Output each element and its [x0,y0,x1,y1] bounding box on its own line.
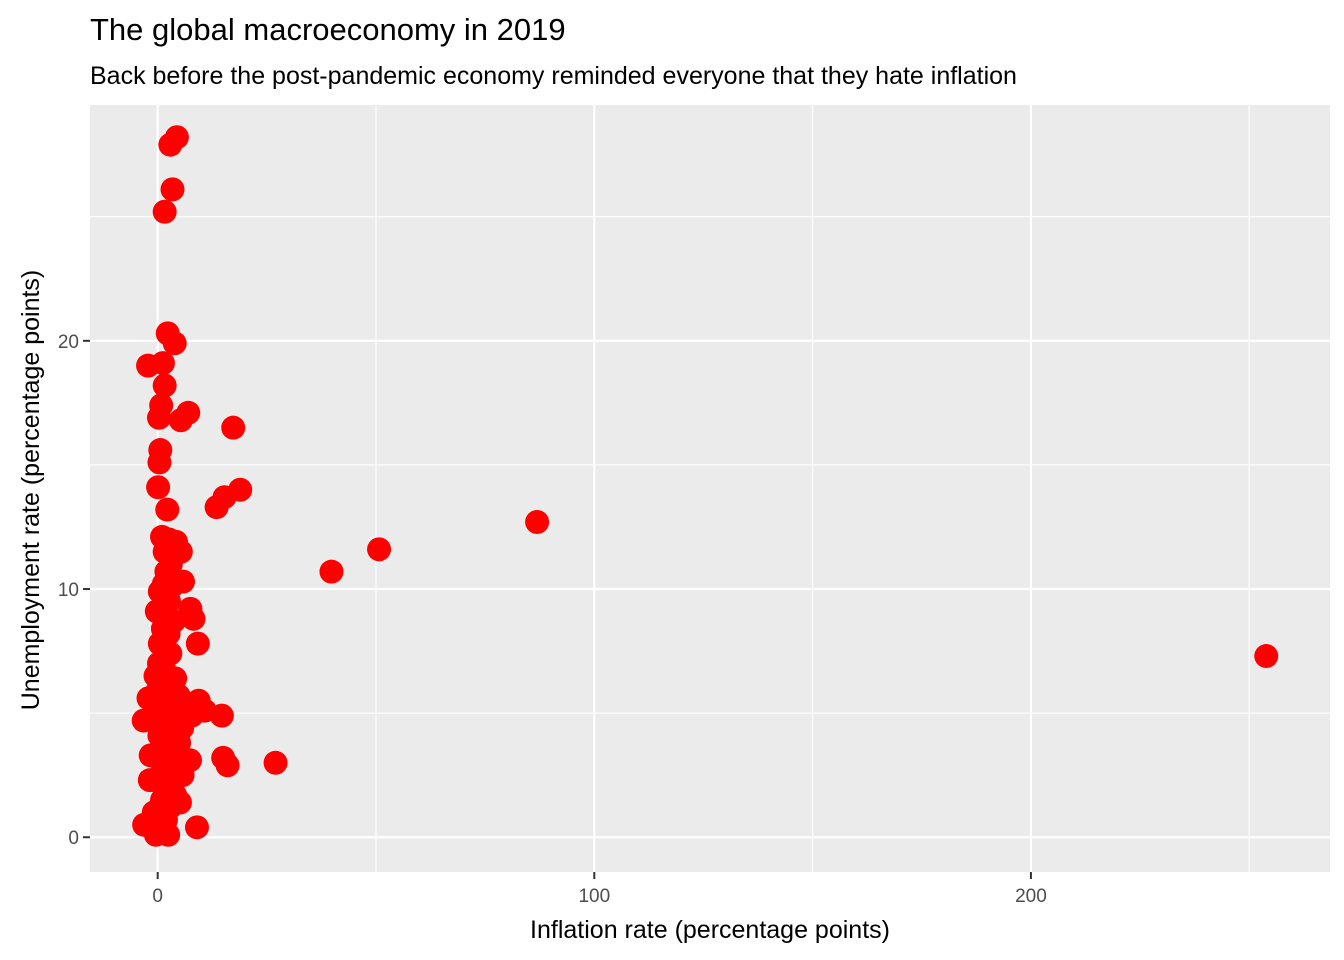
data-point [184,815,209,840]
data-point [158,132,183,157]
data-point [367,537,392,562]
x-axis-label: Inflation rate (percentage points) [530,916,890,944]
y-tick-label: 20 [58,332,79,353]
data-point [185,631,210,656]
plot-panel [90,105,1330,872]
chart-title: The global macroeconomy in 2019 [90,12,566,47]
data-point [221,415,246,440]
x-tick-label: 100 [578,886,610,907]
y-axis-label: Unemployment rate (percentage points) [17,270,45,711]
data-point [1254,644,1279,669]
data-point [263,750,288,775]
y-axis: 0 10 20 [58,332,90,849]
minor-gridlines [90,105,1330,872]
x-tick-label: 200 [1015,886,1047,907]
y-tick-label: 10 [58,580,79,601]
data-point [150,351,175,376]
x-tick-label: 0 [152,886,163,907]
data-point [160,177,185,202]
data-points [131,125,1279,847]
data-point [155,497,180,522]
data-point [131,708,156,733]
data-point [152,373,177,398]
data-point [204,495,229,520]
chart-subtitle: Back before the post-pandemic economy re… [90,62,1017,90]
data-point [181,606,206,631]
y-tick-label: 0 [68,828,79,849]
data-point [146,475,171,500]
data-point [162,331,187,356]
data-point [146,405,171,430]
x-axis: 0 100 200 [152,872,1047,907]
data-point [319,559,344,584]
data-point [168,408,193,433]
data-point [215,753,240,778]
data-point [147,450,172,475]
data-point [525,510,550,535]
data-point [209,703,234,728]
data-point [152,199,177,224]
data-point [156,822,181,847]
